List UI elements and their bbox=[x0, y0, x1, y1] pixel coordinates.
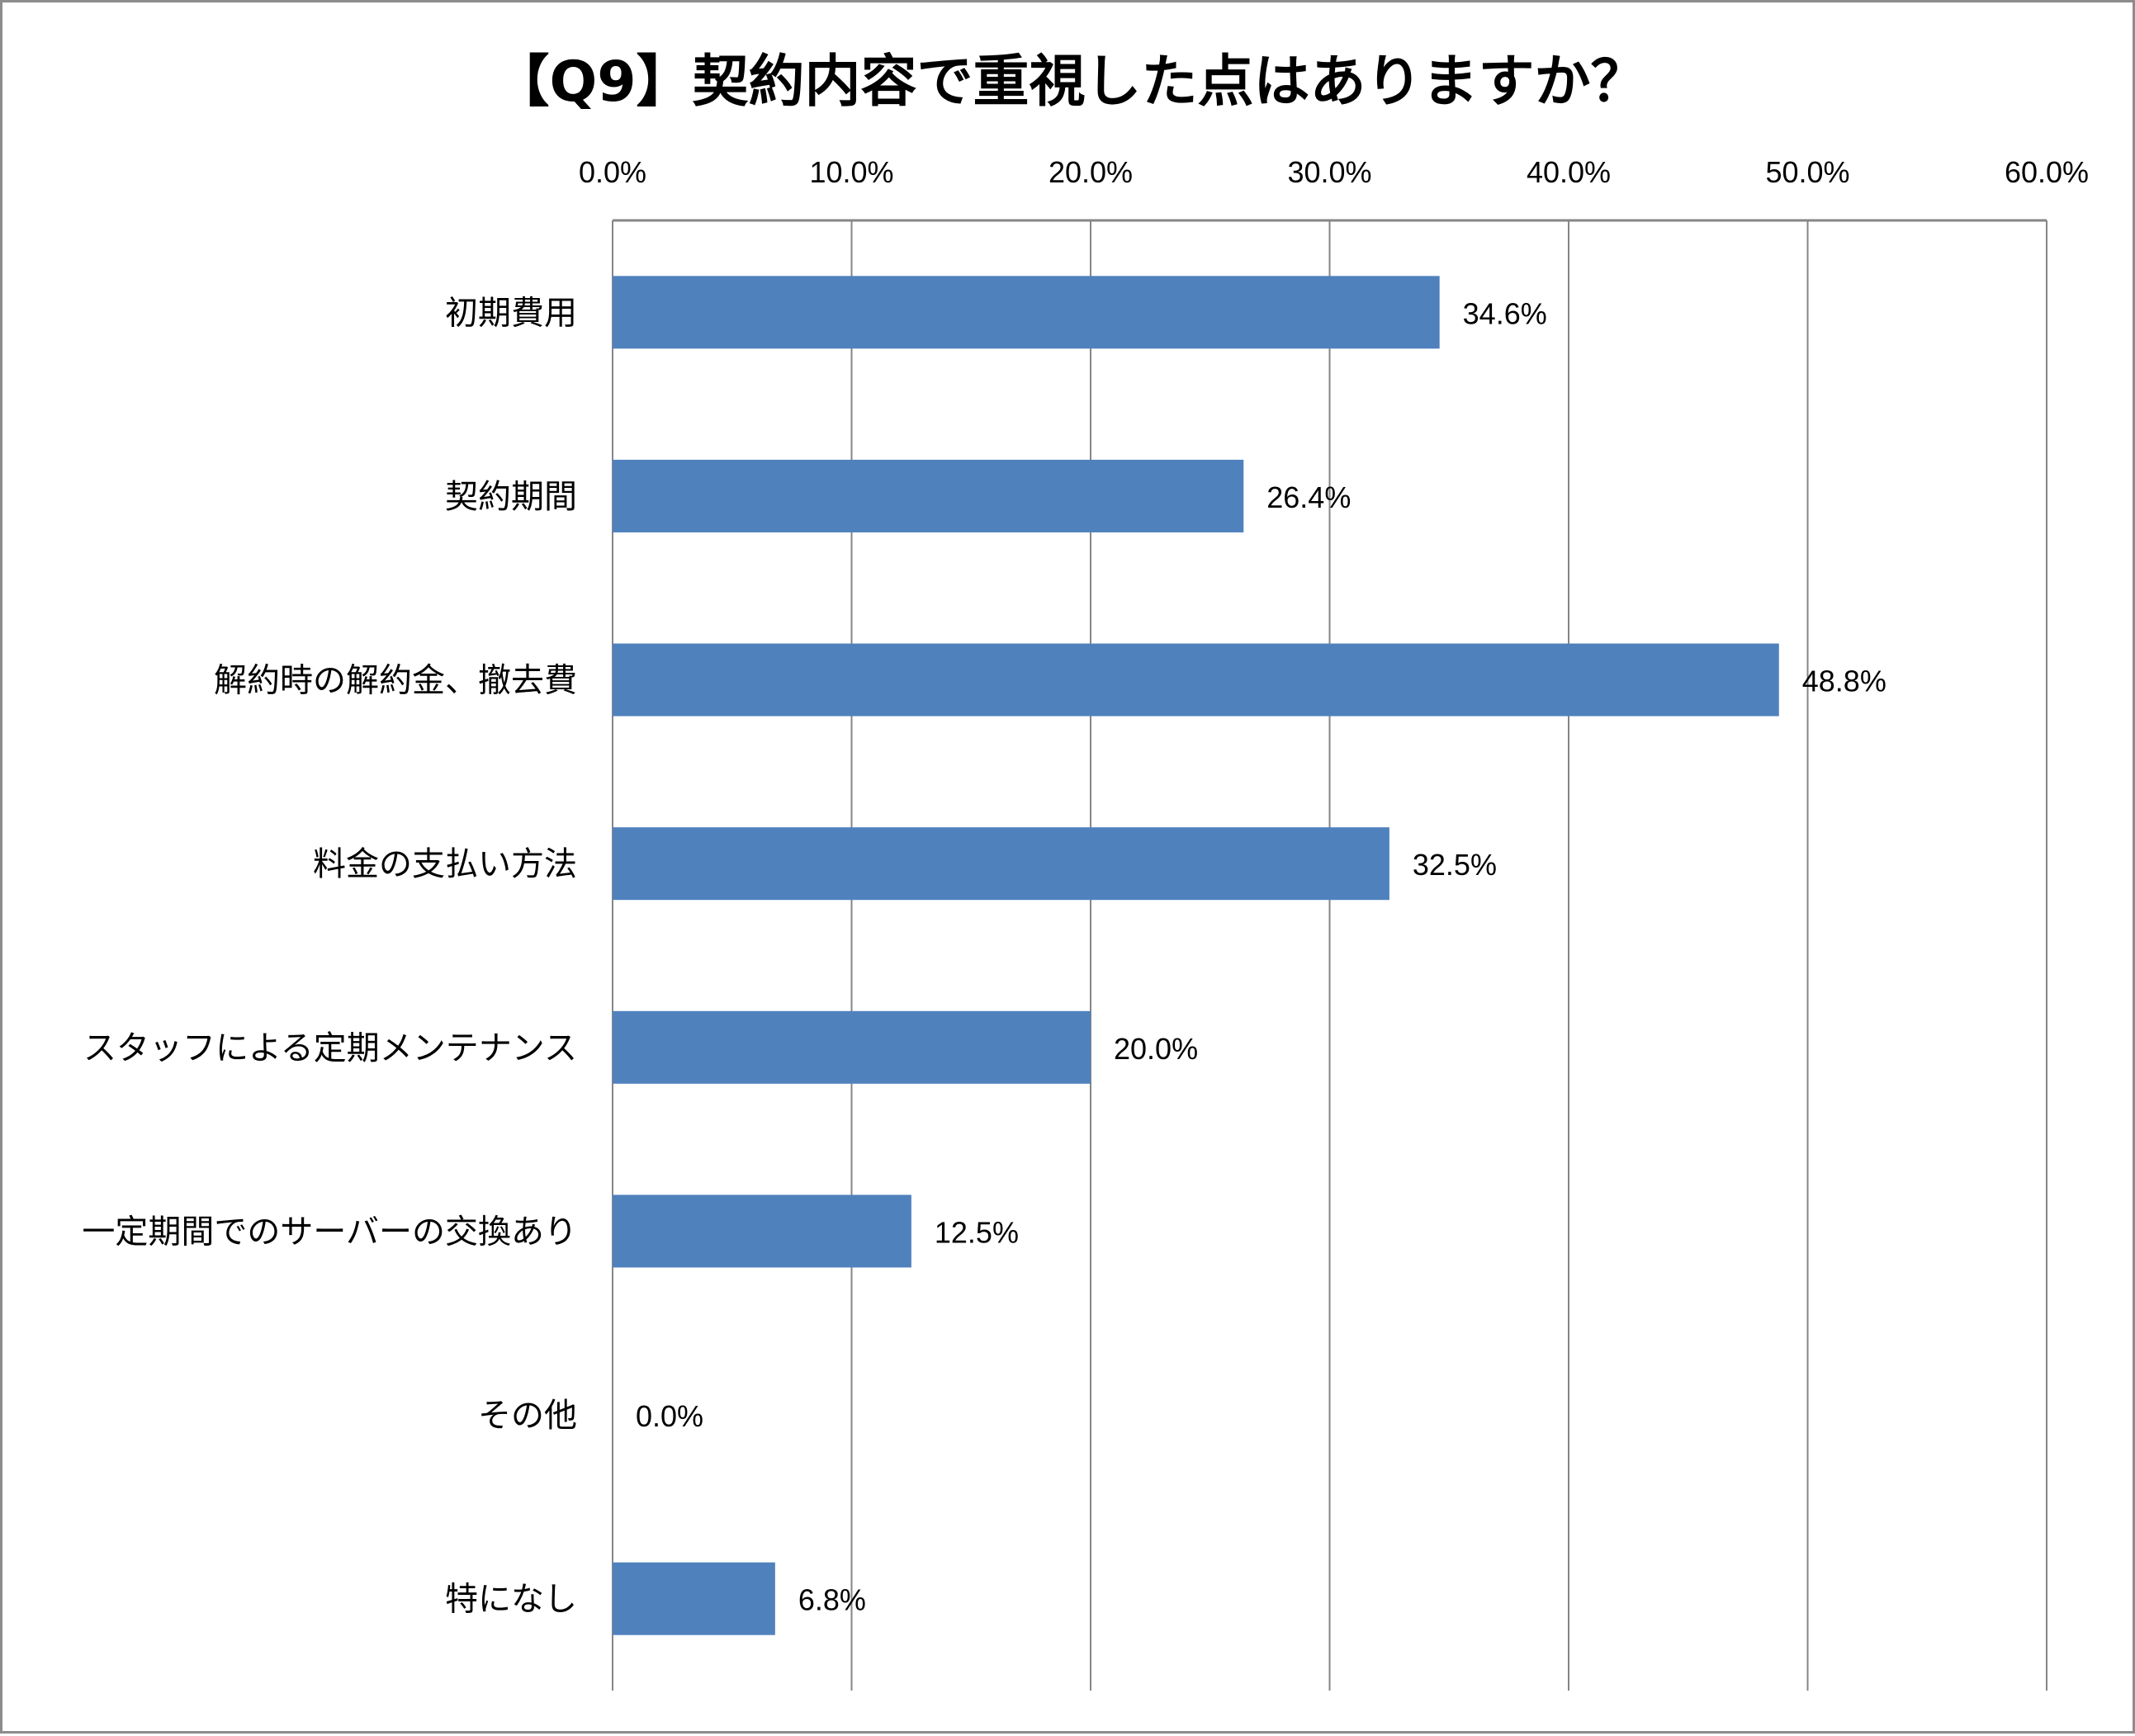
data-label: 12.5% bbox=[935, 1215, 1019, 1249]
data-label: 20.0% bbox=[1114, 1032, 1198, 1066]
bar bbox=[613, 1194, 911, 1268]
x-tick-label: 0.0% bbox=[579, 155, 646, 189]
data-label: 32.5% bbox=[1413, 848, 1497, 882]
category-label: 解約時の解約金、撤去費 bbox=[214, 662, 577, 700]
data-label: 48.8% bbox=[1802, 665, 1886, 698]
category-label: 初期費用 bbox=[445, 294, 577, 332]
category-label: 特になし bbox=[445, 1581, 577, 1619]
bar bbox=[613, 827, 1389, 901]
bar bbox=[613, 1010, 1091, 1084]
bar bbox=[613, 276, 1440, 349]
chart-title: 【Q9】契約内容で重視した点はありますか？ bbox=[493, 50, 1647, 115]
x-tick-label: 40.0% bbox=[1527, 155, 1611, 189]
x-tick-label: 60.0% bbox=[2005, 155, 2089, 189]
category-label: 契約期間 bbox=[445, 478, 577, 516]
data-label: 0.0% bbox=[636, 1399, 703, 1433]
bar bbox=[613, 643, 1779, 717]
x-tick-label: 50.0% bbox=[1765, 155, 1849, 189]
data-label: 34.6% bbox=[1463, 296, 1547, 330]
data-label: 26.4% bbox=[1266, 480, 1351, 514]
category-label: 料金の支払い方法 bbox=[313, 845, 577, 883]
category-label: スタッフによる定期メンテナンス bbox=[83, 1029, 577, 1067]
bar bbox=[613, 1562, 775, 1635]
data-label: 6.8% bbox=[798, 1583, 866, 1617]
bar bbox=[613, 459, 1244, 532]
category-label: 一定期間でのサーバーの交換あり bbox=[82, 1213, 577, 1251]
x-tick-label: 20.0% bbox=[1049, 155, 1133, 189]
category-label: その他 bbox=[478, 1397, 577, 1435]
x-tick-label: 30.0% bbox=[1287, 155, 1371, 189]
x-tick-label: 10.0% bbox=[809, 155, 893, 189]
